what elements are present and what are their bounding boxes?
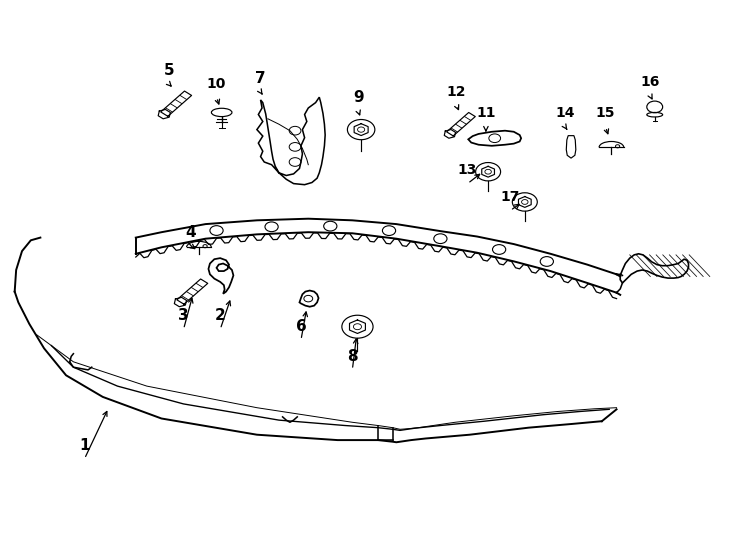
- Text: 4: 4: [186, 225, 196, 240]
- Text: 1: 1: [79, 438, 90, 453]
- Text: 3: 3: [178, 308, 189, 323]
- Text: 17: 17: [501, 190, 520, 204]
- Text: 14: 14: [556, 106, 575, 120]
- Text: 12: 12: [447, 85, 466, 99]
- Text: 11: 11: [476, 106, 495, 120]
- Text: 13: 13: [458, 163, 477, 177]
- Text: 2: 2: [215, 308, 225, 323]
- Text: 7: 7: [255, 71, 266, 86]
- Text: 10: 10: [207, 77, 226, 91]
- Text: 16: 16: [641, 75, 660, 89]
- Text: 5: 5: [164, 63, 174, 78]
- Text: 9: 9: [353, 90, 363, 105]
- Text: 15: 15: [596, 106, 615, 120]
- Text: 6: 6: [296, 319, 306, 334]
- Text: 8: 8: [347, 349, 357, 364]
